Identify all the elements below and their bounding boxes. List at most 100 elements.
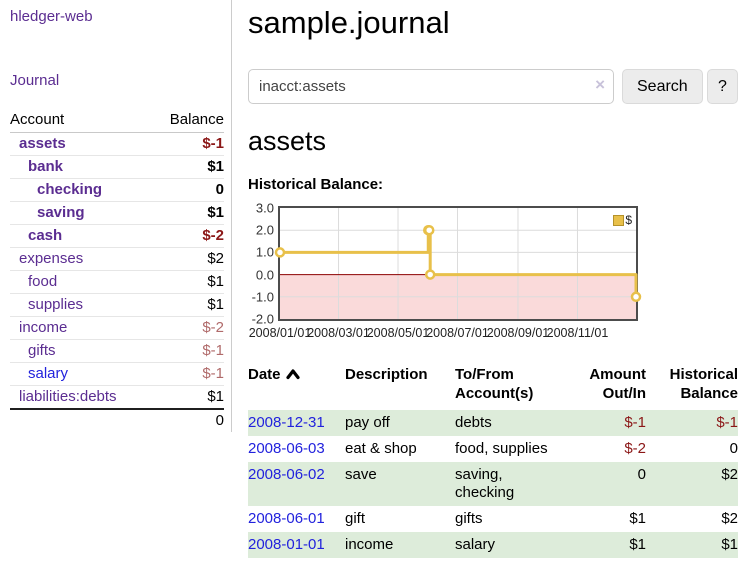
account-heading: assets (248, 126, 327, 156)
register-col-description: Description (345, 366, 428, 383)
account-row: assets $-1 (10, 133, 224, 156)
account-balance: $1 (151, 270, 224, 294)
x-tick-label: 2008/09/01 (486, 326, 550, 340)
search-form: × Search ? (248, 69, 738, 104)
chart-title: Historical Balance: (248, 176, 384, 193)
account-balance: $-1 (151, 339, 224, 363)
x-tick-label: 2008/07/01 (426, 326, 489, 340)
account-row: expenses $2 (10, 247, 224, 271)
transaction-amount: $1 (629, 510, 646, 527)
transaction-date-link[interactable]: 2008-06-02 (248, 466, 325, 483)
account-link-liabilities-debts[interactable]: liabilities:debts (19, 388, 117, 405)
nav-journal-link[interactable]: Journal (10, 72, 60, 89)
accounts-table: Account Balance assets $-1 bank $1 check… (10, 108, 224, 432)
account-link-cash[interactable]: cash (28, 227, 63, 244)
register-row: 2008-01-01 income salary $1 $1 (248, 532, 738, 558)
account-link-saving[interactable]: saving (37, 204, 85, 221)
account-link-bank[interactable]: bank (28, 158, 64, 175)
account-link-expenses[interactable]: expenses (19, 250, 84, 267)
accounts-header-row: Account Balance (10, 108, 224, 133)
transaction-amount: 0 (557, 462, 646, 506)
transaction-accounts: food, supplies (455, 440, 548, 457)
account-link-assets[interactable]: assets (19, 135, 66, 152)
account-row: saving $1 (10, 201, 224, 225)
transaction-amount: $-2 (624, 440, 646, 457)
y-tick-label: 1.0 (255, 244, 274, 260)
register-header-row: Date Description To/From Account(s) Amou… (248, 361, 738, 410)
x-tick-label: 2008/01/01 (248, 326, 312, 340)
y-axis-labels: 3.0 2.0 1.0 0.0 -1.0 -2.0 (248, 201, 274, 327)
x-tick-label: 2008/05/01 (366, 326, 430, 340)
transaction-balance: $2 (721, 510, 738, 527)
transaction-balance: $1 (646, 532, 738, 558)
search-button[interactable]: Search (622, 69, 703, 104)
transaction-description: income (345, 532, 455, 558)
account-row: food $1 (10, 270, 224, 294)
y-tick-label: 0.0 (255, 267, 274, 283)
accounts-col-account: Account (10, 108, 152, 133)
y-tick-label: 2.0 (255, 222, 274, 238)
register-col-date[interactable]: Date (248, 361, 345, 410)
transaction-balance: $2 (646, 462, 738, 506)
account-row: bank $1 (10, 155, 224, 179)
legend-label: $ (625, 213, 632, 227)
account-balance: $-1 (151, 362, 224, 386)
account-link-checking[interactable]: checking (37, 181, 103, 198)
register-row: 2008-06-03 eat & shop food, supplies $-2… (248, 436, 738, 462)
y-tick-label: 3.0 (255, 200, 274, 216)
account-balance: $2 (151, 247, 224, 271)
account-link-gifts[interactable]: gifts (28, 342, 56, 359)
account-link-income[interactable]: income (19, 319, 68, 336)
account-link-salary[interactable]: salary (28, 365, 69, 382)
register-row: 2008-06-02 save saving, checking 0 $2 (248, 462, 738, 506)
account-link-supplies[interactable]: supplies (28, 296, 84, 313)
account-balance: $-2 (151, 316, 224, 340)
sidebar: hledger-web Journal Account Balance asse… (0, 0, 232, 432)
account-balance: $1 (151, 155, 224, 179)
balance-chart-svg (274, 208, 642, 319)
app-brand-link[interactable]: hledger-web (10, 8, 93, 25)
register-col-balance: Historical Balance (669, 366, 738, 402)
account-row: salary $-1 (10, 362, 224, 386)
account-row: cash $-2 (10, 224, 224, 248)
chart-legend: $ (613, 213, 632, 227)
account-link-food[interactable]: food (28, 273, 58, 290)
x-tick-label: 2008/03/01 (307, 326, 370, 340)
transaction-balance: 0 (729, 440, 738, 457)
register-col-accounts: To/From Account(s) (455, 366, 534, 402)
help-button[interactable]: ? (707, 69, 738, 104)
account-balance: $-2 (151, 224, 224, 248)
chart-plot-area: $ (274, 206, 642, 321)
accounts-total-balance: 0 (151, 408, 224, 432)
balance-chart: 3.0 2.0 1.0 0.0 -1.0 -2.0 $ 2008/01/01 2008/03… (248, 201, 738, 342)
account-row: income $-2 (10, 316, 224, 340)
account-balance: $1 (151, 293, 224, 317)
transaction-date-link[interactable]: 2008-01-01 (248, 536, 325, 553)
main-content: sample.journal × Search ? assets Histori… (248, 0, 738, 558)
account-row: gifts $-1 (10, 339, 224, 363)
account-balance: $1 (151, 201, 224, 225)
accounts-col-balance: Balance (151, 108, 224, 133)
transaction-amount: $-1 (557, 410, 646, 436)
y-tick-label: -1.0 (251, 289, 274, 305)
transaction-description: save (345, 462, 455, 506)
transaction-accounts: saving, checking (455, 462, 557, 506)
account-row: supplies $1 (10, 293, 224, 317)
register-row: 2008-12-31 pay off debts $-1 $-1 (248, 410, 738, 436)
transaction-date-link[interactable]: 2008-06-03 (248, 440, 325, 457)
transaction-description: gift (345, 510, 366, 527)
transaction-amount: $1 (557, 532, 646, 558)
transaction-date-link[interactable]: 2008-12-31 (248, 414, 325, 431)
clear-search-icon[interactable]: × (595, 75, 605, 94)
transaction-date-link[interactable]: 2008-06-01 (248, 510, 325, 527)
search-input[interactable] (248, 69, 614, 104)
x-tick-label: 2008/11/01 (546, 326, 609, 340)
transaction-accounts: salary (455, 532, 557, 558)
account-balance: 0 (151, 178, 224, 202)
transaction-description: pay off (345, 410, 455, 436)
transaction-accounts: debts (455, 410, 557, 436)
y-tick-label: -2.0 (251, 311, 274, 327)
transaction-description: eat & shop (345, 440, 417, 457)
account-balance: $-1 (202, 135, 224, 152)
sort-ascending-icon (285, 369, 300, 380)
